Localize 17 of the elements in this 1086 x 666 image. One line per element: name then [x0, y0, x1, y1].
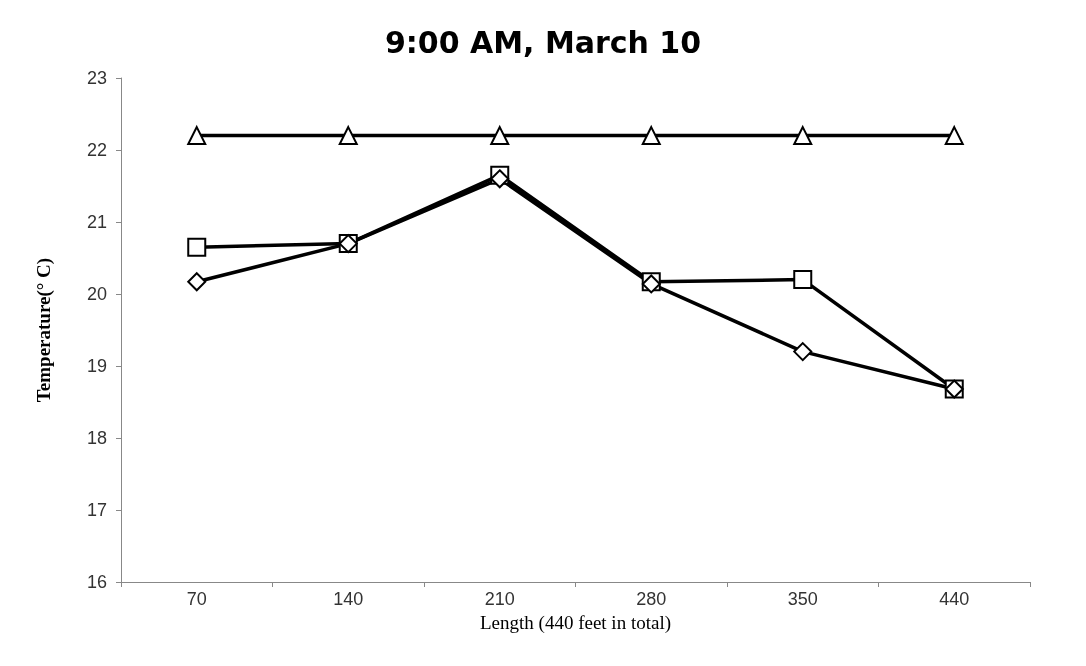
y-tick-label: 22 [86, 140, 107, 160]
chart-title: 9:00 AM, March 10 [384, 24, 702, 60]
y-tick-label: 18 [86, 428, 107, 448]
x-tick-label: 440 [939, 589, 970, 609]
y-tick-label: 17 [86, 500, 107, 520]
x-tick-label: 350 [787, 589, 818, 609]
x-tick-label: 280 [636, 589, 667, 609]
x-tick-label: 140 [333, 589, 364, 609]
y-tick-label: 20 [86, 284, 107, 304]
y-axis-title: Temperature(° C) [33, 257, 55, 403]
x-tick-label: 70 [186, 589, 207, 609]
x-tick-label: 210 [484, 589, 515, 609]
x-axis-title: Length (440 feet in total) [480, 611, 671, 634]
y-tick-label: 16 [86, 572, 107, 592]
y-tick-label: 19 [86, 356, 107, 376]
y-tick-label: 23 [86, 68, 107, 88]
y-tick-label: 21 [86, 212, 107, 232]
